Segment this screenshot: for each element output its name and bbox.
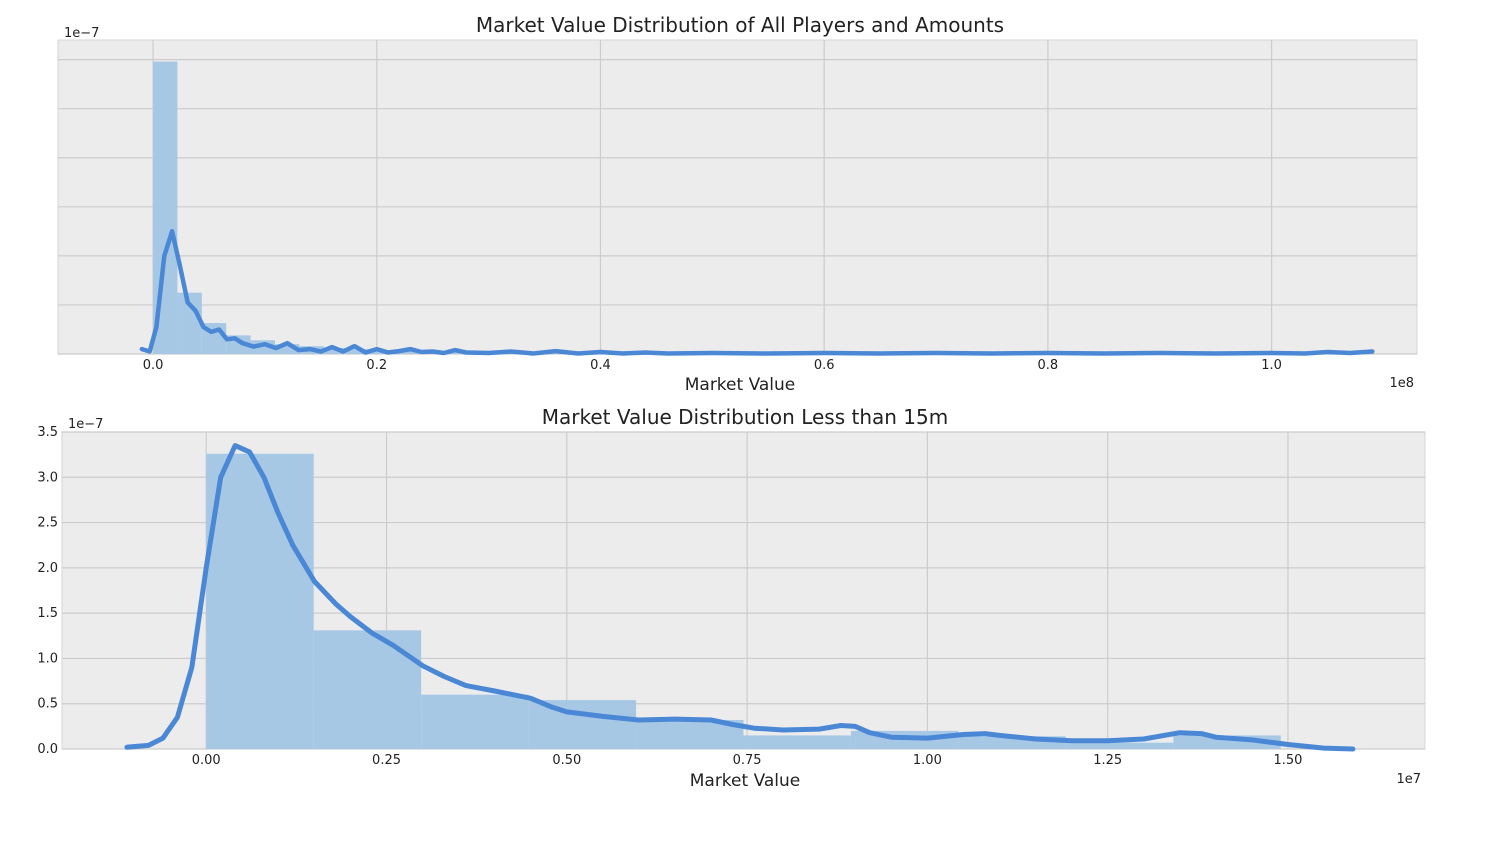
- kde-curve: [124, 443, 1356, 752]
- kde-curve: [139, 229, 1375, 356]
- x-tick-labels: 0.0 0.2 0.4 0.6 0.8 1.0: [143, 358, 1282, 373]
- histogram-bars: [206, 453, 1281, 749]
- x-axis-offset-label: 1e7: [1396, 772, 1421, 787]
- y-tick-label: 2.0: [37, 561, 58, 576]
- plot-area-background: [57, 39, 1418, 355]
- y-tick-label: 1.5: [37, 606, 58, 621]
- chart-title: Market Value Distribution of All Players…: [476, 13, 1004, 37]
- histogram-bar: [396, 351, 422, 354]
- x-tick-label: 0.50: [552, 753, 581, 768]
- x-tick-label: 0.8: [1038, 358, 1059, 373]
- x-tick-label: 0.4: [590, 358, 611, 373]
- x-tick-label: 0.75: [733, 753, 762, 768]
- x-tick-label: 0.6: [814, 358, 835, 373]
- x-tick-label: 1.25: [1093, 753, 1122, 768]
- x-tick-label: 1.00: [913, 753, 942, 768]
- x-axis-label: Market Value: [685, 375, 796, 395]
- y-axis-offset-label: 1e−7: [64, 26, 99, 41]
- histogram-bar: [1065, 742, 1174, 749]
- x-tick-label: 1.50: [1274, 753, 1303, 768]
- y-axis-offset-label: 1e−7: [68, 417, 103, 432]
- x-tick-labels: 0.00 0.25 0.50 0.75 1.00 1.25 1.50: [192, 753, 1303, 768]
- histogram-bar: [274, 344, 300, 354]
- y-tick-label: 2.5: [37, 516, 58, 531]
- x-tick-label: 1.0: [1261, 358, 1282, 373]
- chart-all-players: 0.0 0.2 0.4 0.6 0.8 1.0 Market Value Distribu…: [57, 13, 1418, 395]
- histogram-bar: [528, 700, 637, 749]
- x-tick-label: 0.00: [192, 753, 221, 768]
- histogram-bar: [743, 735, 851, 749]
- x-tick-label: 0.25: [372, 753, 401, 768]
- x-tick-label: 0.0: [143, 358, 164, 373]
- y-tick-label: 3.0: [37, 470, 58, 485]
- y-tick-label: 0.0: [37, 742, 58, 757]
- y-tick-label: 3.5: [37, 425, 58, 440]
- histogram-bar: [206, 453, 314, 749]
- y-tick-label: 0.5: [37, 697, 58, 712]
- x-tick-label: 0.2: [366, 358, 387, 373]
- y-tick-label: 1.0: [37, 651, 58, 666]
- histogram-bar: [313, 630, 422, 749]
- y-tick-labels: 0.0 0.5 1.0 1.5 2.0 2.5 3.0 3.5: [37, 425, 58, 757]
- x-axis-label: Market Value: [690, 771, 801, 791]
- chart-less-than-15m: 0.00 0.25 0.50 0.75 1.00 1.25 1.50 0.0 0.5 1.0 1.…: [37, 405, 1426, 791]
- histogram-bar: [421, 694, 529, 749]
- chart-title: Market Value Distribution Less than 15m: [542, 405, 948, 429]
- x-axis-offset-label: 1e8: [1389, 376, 1414, 391]
